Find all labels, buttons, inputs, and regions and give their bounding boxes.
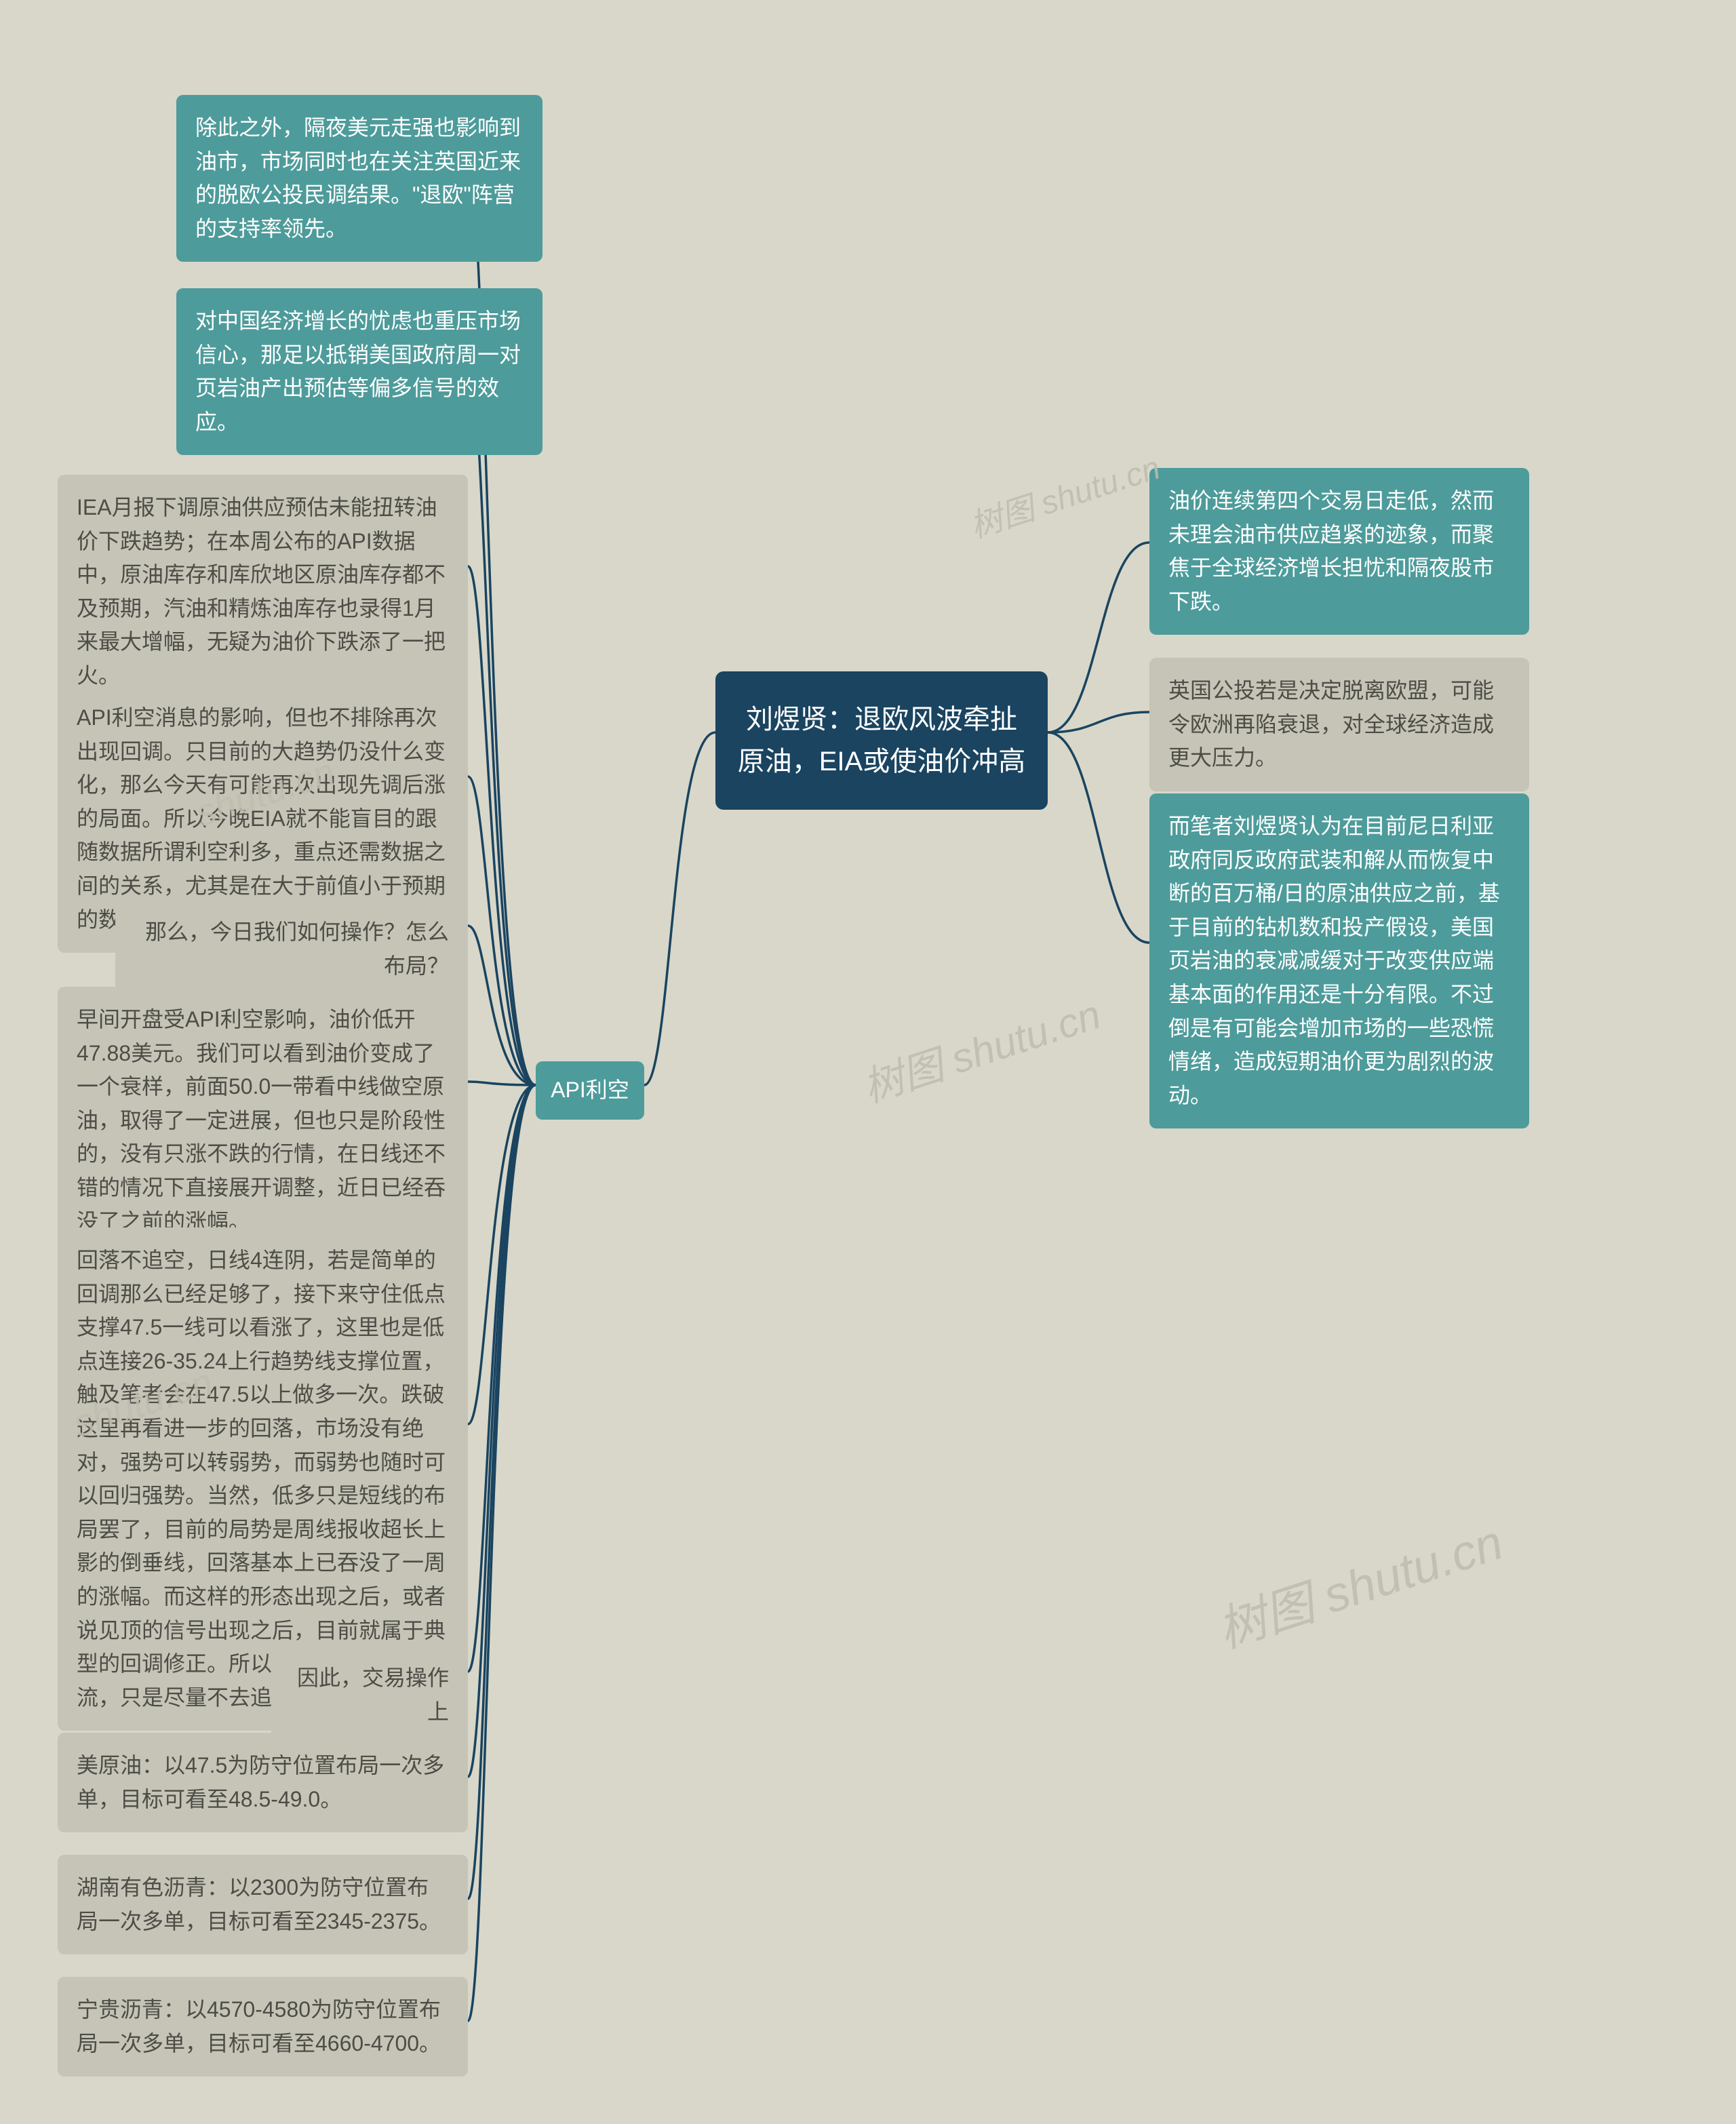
left-node-2[interactable]: 对中国经济增长的忧虑也重压市场信心，那足以抵销美国政府周一对页岩油产出预估等偏多…: [176, 288, 542, 455]
right-node-1[interactable]: 油价连续第四个交易日走低，然而未理会油市供应趋紧的迹象，而聚焦于全球经济增长担忧…: [1149, 468, 1529, 635]
left-node-3-text: IEA月报下调原油供应预估未能扭转油价下跌趋势；在本周公布的API数据中，原油库…: [77, 495, 446, 688]
right-node-3[interactable]: 而笔者刘煜贤认为在目前尼日利亚政府同反政府武装和解从而恢复中断的百万桶/日的原油…: [1149, 793, 1529, 1128]
left-node-10[interactable]: 湖南有色沥青：以2300为防守位置布局一次多单，目标可看至2345-2375。: [58, 1855, 468, 1954]
left-node-11-text: 宁贵沥青：以4570-4580为防守位置布局一次多单，目标可看至4660-470…: [77, 1997, 441, 2056]
watermark: 树图 shutu.cn: [854, 982, 1107, 1114]
left-branch-label[interactable]: API利空: [536, 1061, 644, 1120]
left-node-5[interactable]: 那么，今日我们如何操作？怎么布局？: [115, 902, 468, 996]
left-node-3[interactable]: IEA月报下调原油供应预估未能扭转油价下跌趋势；在本周公布的API数据中，原油库…: [58, 475, 468, 709]
left-node-9[interactable]: 美原油：以47.5为防守位置布局一次多单，目标可看至48.5-49.0。: [58, 1733, 468, 1832]
left-node-7-text: 回落不追空，日线4连阴，若是简单的回调那么已经足够了，接下来守住低点支撑47.5…: [77, 1248, 446, 1710]
left-node-2-text: 对中国经济增长的忧虑也重压市场信心，那足以抵销美国政府周一对页岩油产出预估等偏多…: [195, 309, 521, 434]
root-node-text: 刘煜贤：退欧风波牵扯原油，EIA或使油价冲高: [738, 705, 1025, 776]
left-node-1-text: 除此之外，隔夜美元走强也影响到油市，市场同时也在关注英国近来的脱欧公投民调结果。…: [195, 115, 521, 241]
left-node-5-text: 那么，今日我们如何操作？怎么布局？: [145, 920, 449, 978]
left-node-9-text: 美原油：以47.5为防守位置布局一次多单，目标可看至48.5-49.0。: [77, 1753, 444, 1811]
left-node-11[interactable]: 宁贵沥青：以4570-4580为防守位置布局一次多单，目标可看至4660-470…: [58, 1977, 468, 2077]
root-node[interactable]: 刘煜贤：退欧风波牵扯原油，EIA或使油价冲高: [715, 671, 1048, 810]
right-node-1-text: 油价连续第四个交易日走低，然而未理会油市供应趋紧的迹象，而聚焦于全球经济增长担忧…: [1168, 488, 1494, 614]
left-node-6-text: 早间开盘受API利空影响，油价低开47.88美元。我们可以看到油价变成了一个衰样…: [77, 1007, 446, 1234]
right-node-2[interactable]: 英国公投若是决定脱离欧盟，可能令欧洲再陷衰退，对全球经济造成更大压力。: [1149, 658, 1529, 791]
left-node-8-text: 因此，交易操作上: [297, 1666, 449, 1724]
watermark: 树图 shutu.cn: [1207, 1502, 1510, 1661]
left-branch-label-text: API利空: [551, 1078, 629, 1102]
right-node-2-text: 英国公投若是决定脱离欧盟，可能令欧洲再陷衰退，对全球经济造成更大压力。: [1168, 678, 1494, 770]
right-node-3-text: 而笔者刘煜贤认为在目前尼日利亚政府同反政府武装和解从而恢复中断的百万桶/日的原油…: [1168, 814, 1500, 1107]
left-node-8[interactable]: 因此，交易操作上: [271, 1648, 468, 1742]
watermark: 树图 shutu.cn: [963, 441, 1165, 547]
left-node-1[interactable]: 除此之外，隔夜美元走强也影响到油市，市场同时也在关注英国近来的脱欧公投民调结果。…: [176, 95, 542, 262]
left-node-10-text: 湖南有色沥青：以2300为防守位置布局一次多单，目标可看至2345-2375。: [77, 1875, 441, 1933]
left-node-6[interactable]: 早间开盘受API利空影响，油价低开47.88美元。我们可以看到油价变成了一个衰样…: [58, 987, 468, 1255]
left-node-4-text: API利空消息的影响，但也不排除再次出现回调。只目前的大趋势仍没什么变化，那么今…: [77, 705, 446, 932]
